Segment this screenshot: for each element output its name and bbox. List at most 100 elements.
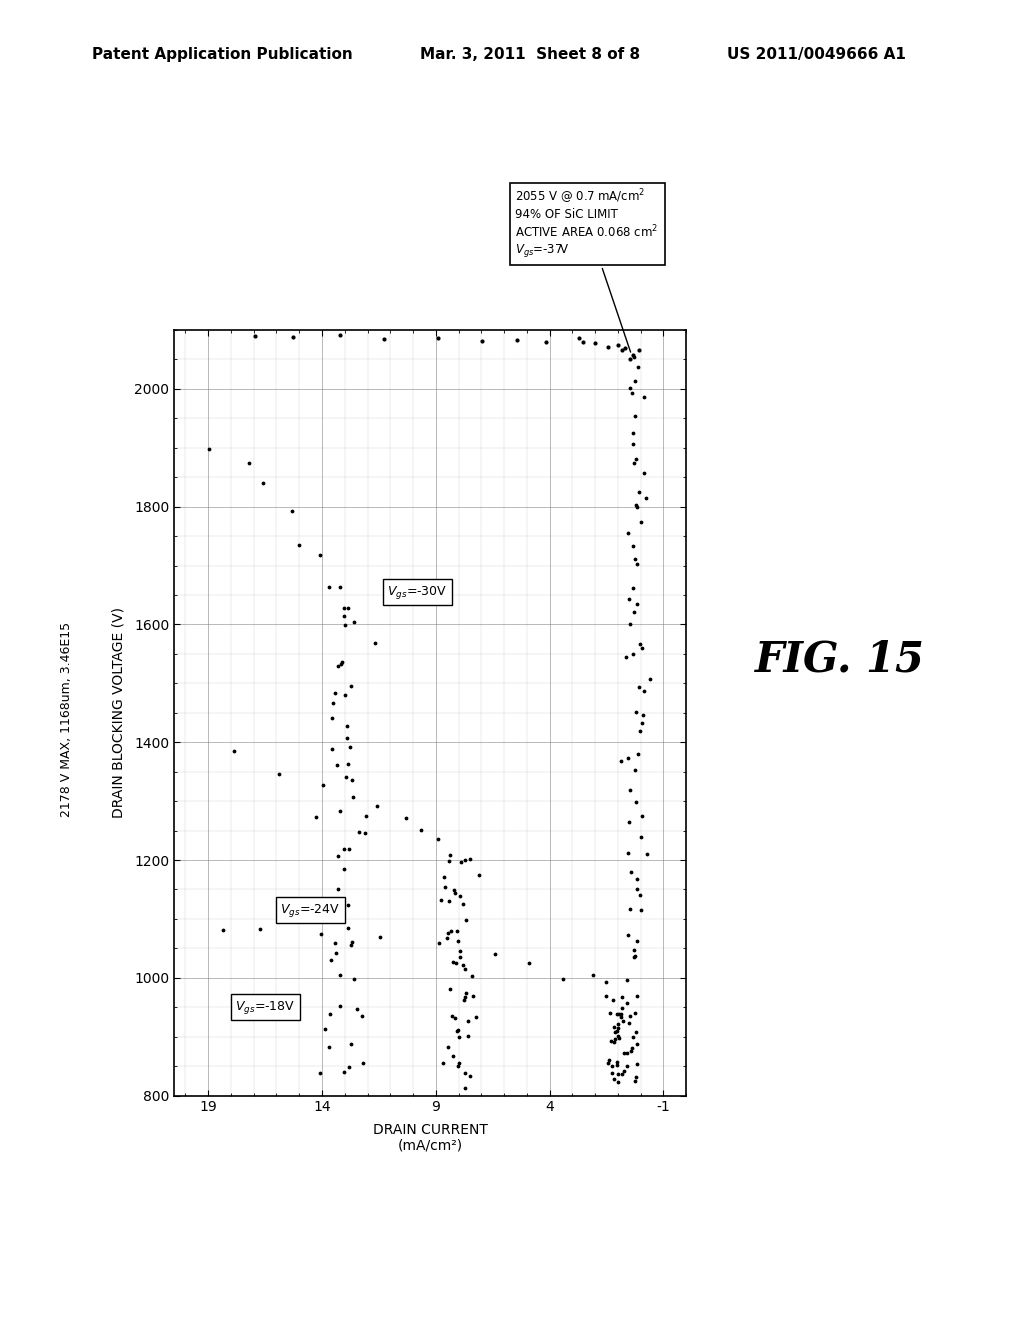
Point [460,1026,476,1047]
Point [225,741,242,762]
Point [340,597,356,618]
Point [444,952,461,973]
Point [638,487,654,508]
Point [455,894,471,915]
Point [621,747,637,768]
Point [345,787,361,808]
Point [625,433,641,454]
Point [308,807,325,828]
Text: $V_{gs}$=-24V: $V_{gs}$=-24V [281,902,341,919]
Text: FIG. 15: FIG. 15 [755,639,925,681]
Point [451,1027,467,1048]
Point [314,775,331,796]
Point [608,1051,625,1072]
Point [630,743,646,764]
Point [348,999,365,1020]
Point [439,928,456,949]
Point [327,933,343,954]
Point [610,1027,627,1048]
Point [430,829,446,850]
Point [464,965,480,986]
Point [609,334,626,355]
Point [629,869,645,890]
Point [458,909,474,931]
Point [467,1006,483,1027]
Point [608,1003,625,1024]
Point [452,886,468,907]
Point [337,614,353,635]
Point [434,1052,451,1073]
Point [585,965,601,986]
Point [609,1072,626,1093]
Point [343,935,359,956]
Point [612,751,629,772]
Point [332,325,348,346]
Point [609,1026,626,1047]
Point [330,878,346,899]
Point [575,331,592,352]
Point [620,924,636,945]
Point [447,952,464,973]
Point [628,1022,644,1043]
Point [339,752,355,774]
Point [340,917,356,939]
Point [431,933,447,954]
Point [442,978,459,999]
Point [622,779,638,800]
Point [316,1018,333,1039]
Point [606,1016,623,1038]
Point [429,327,445,348]
Text: Mar. 3, 2011  Sheet 8 of 8: Mar. 3, 2011 Sheet 8 of 8 [420,48,640,62]
Point [329,755,345,776]
Point [626,451,642,473]
Point [336,1061,352,1082]
Point [521,952,538,973]
Point [474,330,490,351]
Point [252,919,268,940]
Point [632,721,648,742]
Point [332,577,348,598]
Point [627,1071,643,1092]
Point [442,845,459,866]
Point [446,1007,463,1028]
Point [616,338,633,359]
Point [635,704,651,725]
Point [457,1077,473,1098]
Point [339,715,355,737]
Point [617,647,634,668]
Point [367,632,383,653]
Point [570,327,587,348]
Point [627,405,643,426]
Point [440,850,457,871]
Point [627,371,643,392]
Point [323,950,339,972]
Point [621,810,637,832]
Point [247,326,263,347]
Point [398,808,415,829]
Point [436,867,453,888]
Point [346,968,362,989]
Point [436,876,453,898]
Point [465,985,481,1006]
Point [271,763,288,784]
Point [376,329,392,350]
Point [629,496,645,517]
Point [343,676,359,697]
Point [625,536,641,557]
Point [313,923,330,944]
Point [538,331,554,352]
Point [358,805,375,826]
Point [336,606,352,627]
Point [333,903,349,924]
Point [462,849,478,870]
Point [444,1045,461,1067]
Point [627,945,643,966]
Point [628,494,644,515]
Point [612,1007,629,1028]
Point [599,1052,615,1073]
Point [445,879,462,900]
Point [344,770,360,791]
Point [324,708,340,729]
Point [625,578,641,599]
Point [632,884,648,906]
